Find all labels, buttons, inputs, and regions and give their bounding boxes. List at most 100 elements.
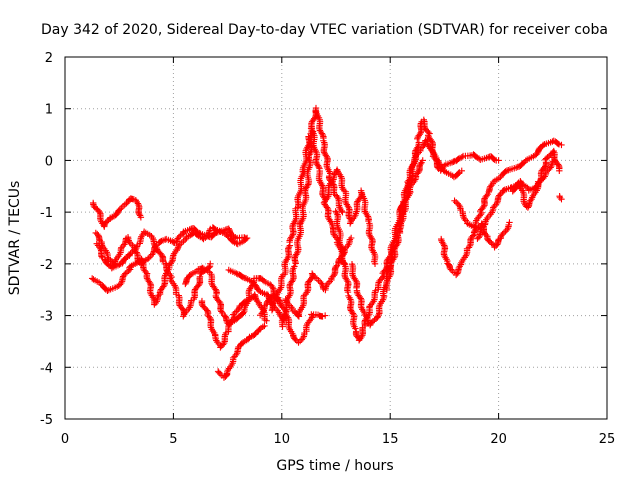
data-point (506, 219, 513, 226)
data-point (248, 294, 256, 302)
x-tick-label: 0 (61, 432, 69, 447)
data-point (480, 203, 487, 210)
data-point (326, 278, 333, 285)
data-point (343, 276, 350, 284)
x-tick-label: 15 (382, 432, 399, 447)
data-point (547, 164, 554, 171)
data-point (153, 298, 161, 305)
data-series (214, 322, 268, 381)
y-tick-label: 1 (45, 103, 53, 118)
data-point (125, 267, 132, 275)
data-point (205, 264, 213, 271)
data-point (104, 260, 111, 268)
data-point (502, 168, 509, 175)
data-point (539, 141, 547, 149)
data-point (288, 278, 296, 285)
data-point (475, 155, 483, 162)
data-point (326, 170, 334, 177)
data-point (556, 167, 563, 174)
data-point (216, 298, 223, 305)
data-point (461, 215, 468, 222)
data-point (291, 263, 298, 270)
data-point (239, 274, 247, 281)
data-point (541, 163, 549, 170)
data-point (440, 251, 448, 258)
data-point (455, 155, 462, 163)
data-point (554, 140, 562, 147)
data-point (150, 249, 157, 257)
data-point (332, 263, 340, 271)
data-point (452, 198, 460, 206)
data-point (121, 241, 128, 248)
y-tick-label: 2 (45, 51, 53, 66)
data-point (405, 177, 412, 184)
data-point (365, 230, 373, 237)
y-axis-label: SDTVAR / TECUs (7, 181, 23, 296)
data-point (291, 254, 299, 261)
data-point (173, 246, 180, 254)
data-point (558, 141, 565, 149)
data-point (104, 287, 111, 294)
data-point (186, 271, 193, 279)
data-point (196, 229, 203, 237)
data-series (348, 157, 426, 329)
data-point (142, 268, 149, 276)
data-point (206, 227, 213, 234)
data-series (397, 136, 502, 215)
data-point (490, 155, 497, 163)
data-series (332, 198, 408, 344)
data-point (334, 193, 341, 201)
data-series (278, 125, 348, 330)
data-point (323, 153, 331, 160)
data-point (135, 258, 142, 265)
data-point (255, 287, 263, 295)
data-point (240, 309, 247, 316)
data-point (458, 154, 466, 161)
data-point (455, 201, 463, 209)
x-axis-label: GPS time / hours (276, 458, 393, 474)
data-point (168, 258, 176, 266)
data-series (198, 291, 270, 351)
data-series (451, 137, 565, 231)
data-point (304, 182, 311, 190)
data-point (375, 311, 382, 319)
x-tick-label: 25 (599, 432, 616, 447)
data-point (225, 225, 232, 232)
data-point (217, 306, 224, 314)
data-point (493, 199, 501, 206)
data-point (352, 325, 359, 332)
data-point (339, 208, 346, 216)
data-point (368, 235, 375, 242)
data-point (299, 334, 307, 342)
data-point (482, 231, 490, 239)
data-point (416, 130, 424, 138)
data-point (500, 187, 507, 194)
data-point (344, 287, 351, 294)
data-point (330, 272, 338, 279)
data-point (135, 210, 143, 218)
data-point (269, 283, 276, 291)
data-point (256, 326, 263, 333)
y-tick-label: -3 (40, 310, 53, 325)
data-point (157, 238, 164, 245)
data-series (89, 195, 145, 230)
data-series (93, 228, 214, 320)
data-point (346, 220, 354, 227)
data-point (241, 298, 248, 306)
data-point (483, 192, 490, 199)
data-point (285, 245, 292, 252)
data-point (455, 170, 462, 177)
data-point (513, 164, 520, 171)
data-point (261, 322, 268, 330)
data-point (212, 286, 219, 293)
data-points (88, 104, 565, 381)
data-point (441, 162, 448, 169)
data-point (432, 156, 439, 163)
data-point (125, 251, 133, 258)
data-point (332, 208, 339, 215)
data-point (447, 266, 455, 273)
data-point (175, 300, 183, 308)
data-point (228, 231, 236, 239)
